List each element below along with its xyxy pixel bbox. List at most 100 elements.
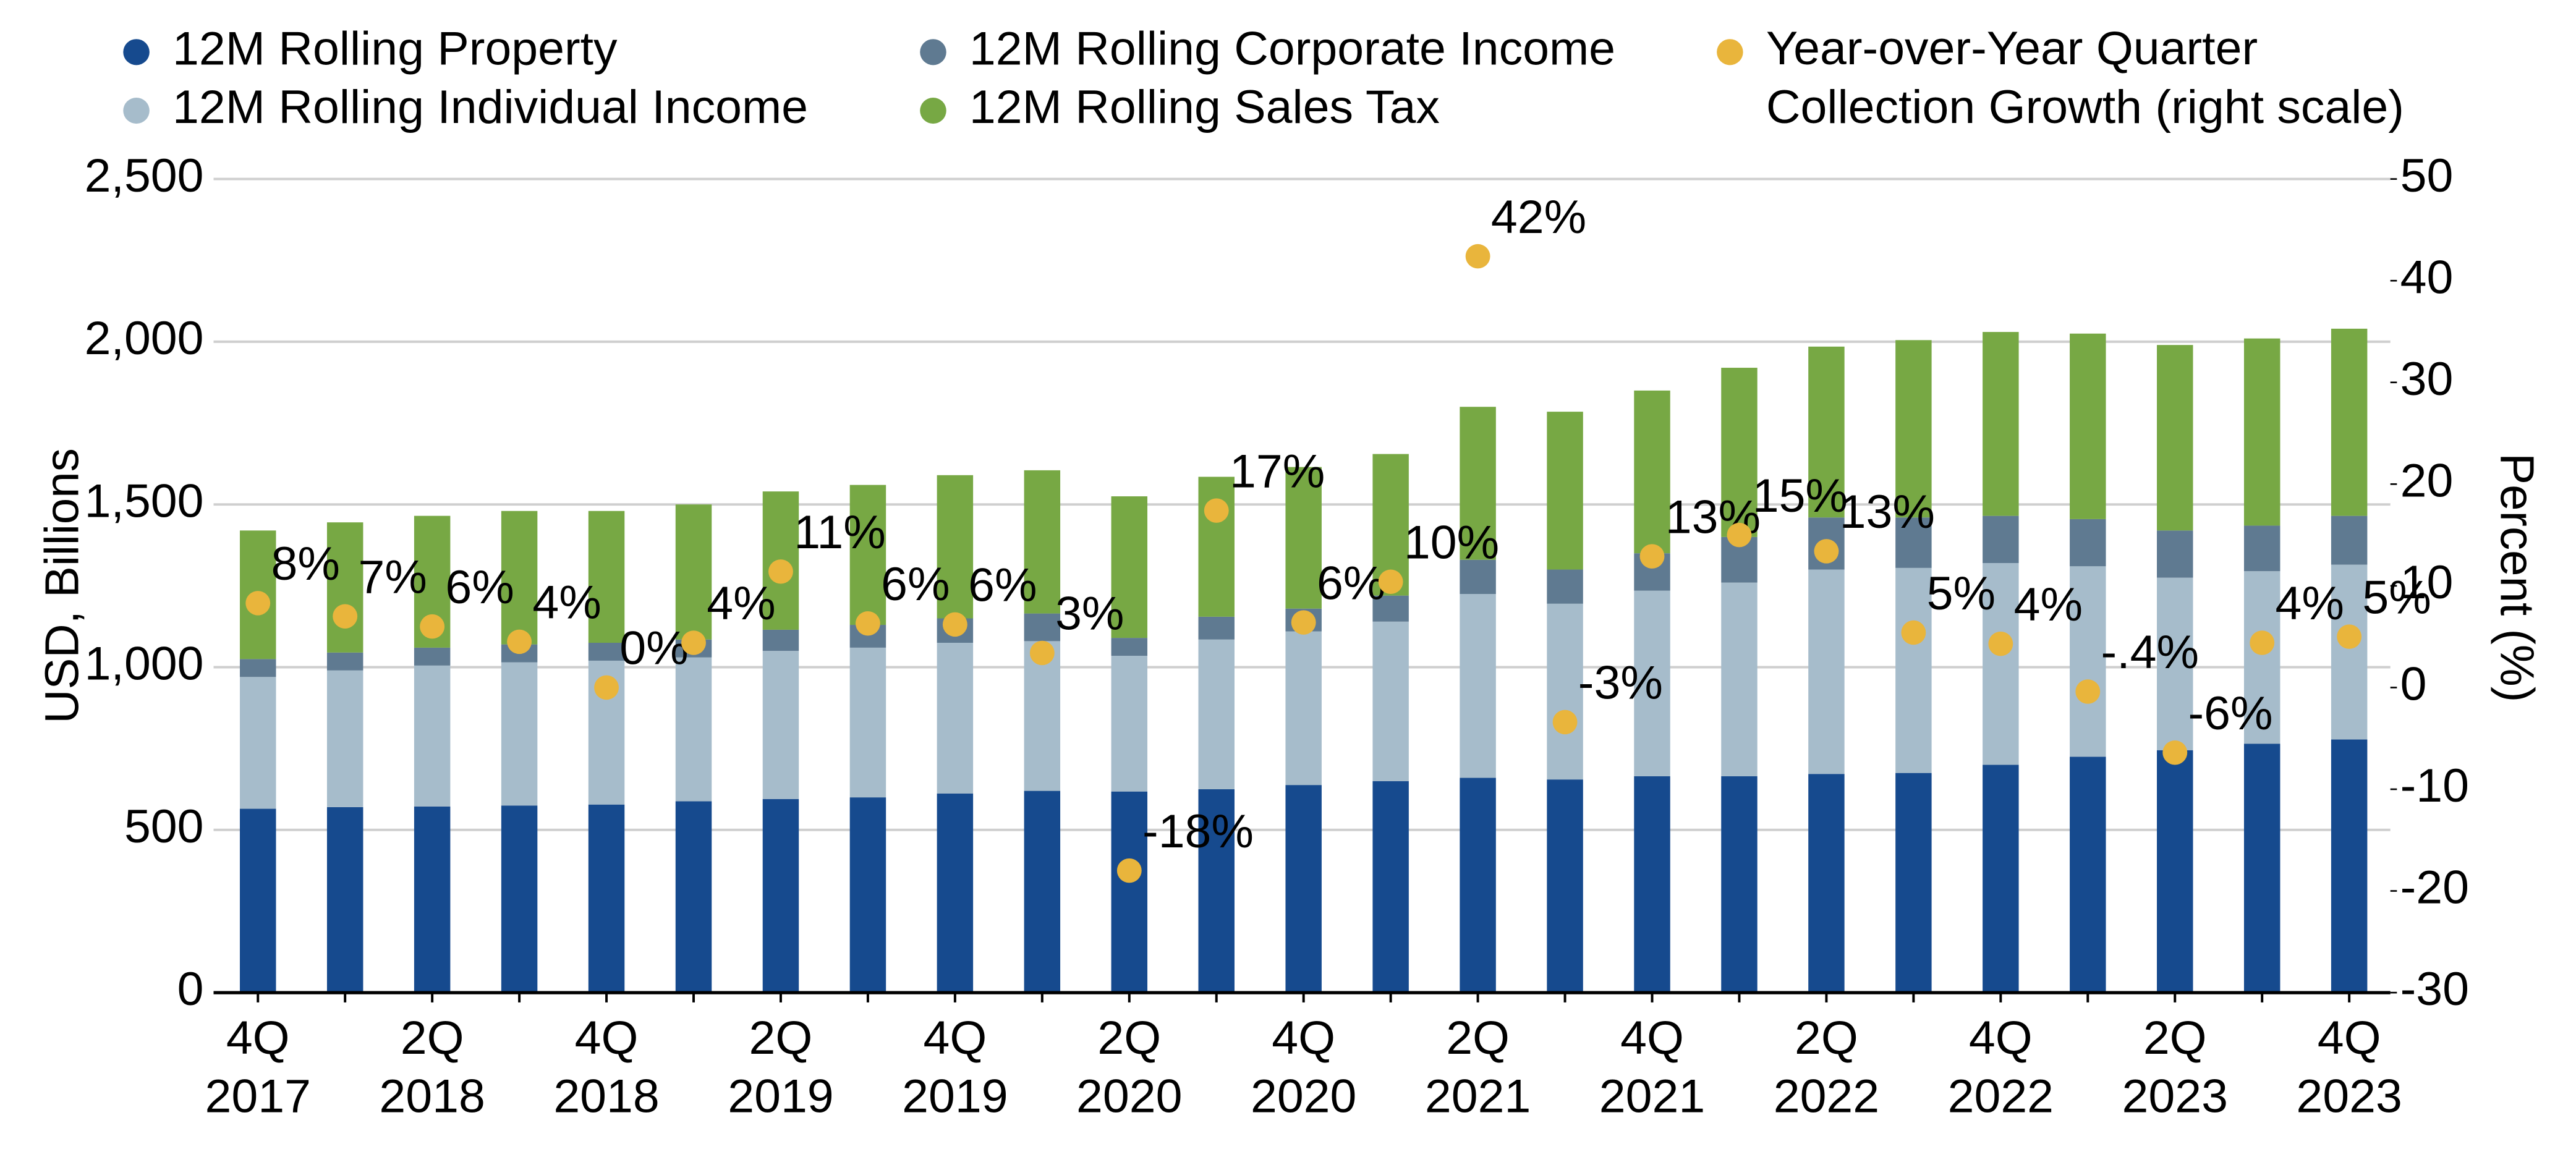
bar-segment (1808, 774, 1845, 993)
bar-segment (414, 665, 451, 807)
bar-segment (501, 662, 538, 806)
bar-segment (1024, 613, 1061, 642)
bar-segment (501, 511, 538, 645)
x-tick-label: 4Q 2021 (1599, 1012, 1705, 1123)
bar-segment (1634, 590, 1670, 776)
y-tick-label: 0 (177, 964, 204, 1016)
growth-dot (942, 612, 967, 637)
data-label: 4% (707, 578, 775, 630)
x-tick-label: 4Q 2019 (902, 1012, 1008, 1123)
y2-tick-label: 40 (2400, 252, 2454, 304)
bar-segment (762, 651, 799, 799)
bar-segment (1895, 340, 1932, 518)
bar-segment (2243, 338, 2281, 526)
growth-dot (245, 591, 271, 616)
data-label: -3% (1578, 657, 1663, 710)
data-label: 4% (2014, 578, 2083, 631)
bar-segment (588, 643, 625, 661)
bar-segment (588, 804, 625, 993)
bar-segment (2243, 744, 2281, 993)
growth-dot (420, 614, 445, 639)
bar-segment (762, 799, 799, 993)
bar-segment (1372, 621, 1409, 781)
data-label: 42% (1491, 191, 1586, 244)
bar-segment (1721, 776, 1758, 993)
legend-marker (1717, 39, 1743, 66)
data-label: 7% (358, 551, 427, 604)
y2-tick-label: 30 (2400, 353, 2454, 405)
y2-axis-label: Percent (%) (2491, 453, 2543, 702)
bar-segment (937, 643, 974, 794)
bar-segment (239, 659, 276, 677)
bar-segment (1895, 517, 1932, 568)
data-label: -6% (2188, 687, 2273, 740)
growth-dot (594, 675, 619, 700)
bar-segment (1547, 779, 1583, 993)
growth-dot (1552, 710, 1578, 735)
data-label: 6% (1317, 557, 1385, 610)
bar-segment (1547, 603, 1583, 780)
bar-segment (1198, 616, 1235, 640)
bar-segment (1460, 407, 1496, 560)
bar-segment (849, 797, 886, 993)
growth-dot (1814, 539, 1839, 564)
bar-segment (1808, 569, 1845, 774)
bar-segment (1111, 656, 1148, 792)
y-tick-label: 2,500 (85, 150, 204, 202)
bar-segment (239, 677, 276, 809)
bar-segment (2157, 750, 2193, 993)
data-label: -.4% (2101, 627, 2199, 679)
growth-dot (2250, 630, 2275, 655)
bar-segment (675, 504, 712, 640)
bar-segment (1285, 467, 1322, 609)
growth-dot (333, 604, 358, 629)
y2-tick-label: 50 (2400, 150, 2454, 202)
growth-dot (1029, 640, 1055, 666)
x-tick-label: 2Q 2018 (379, 1012, 485, 1123)
bar-segment (1547, 412, 1583, 570)
bar-segment (1372, 595, 1409, 622)
bar-segment (2243, 525, 2281, 572)
bar-segment (2331, 515, 2368, 565)
y2-tick-label: -10 (2400, 760, 2469, 812)
data-label: 3% (1055, 588, 1124, 640)
bar-segment (1460, 594, 1496, 778)
bar-segment (2070, 333, 2106, 519)
bar-segment (1198, 639, 1235, 789)
y2-tick-label: -20 (2400, 862, 2469, 914)
y2-tick-label: -30 (2400, 964, 2469, 1016)
x-tick-label: 4Q 2022 (1948, 1012, 2054, 1123)
growth-dot (2075, 679, 2101, 704)
bar-segment (2157, 577, 2193, 750)
y-axis-label: USD, Billions (36, 448, 88, 723)
bar-segment (239, 808, 276, 993)
growth-dot (1291, 610, 1316, 635)
y2-tick-label: 0 (2400, 658, 2427, 711)
bar-segment (1895, 567, 1932, 773)
legend-label: 12M Rolling Sales Tax (969, 82, 1440, 134)
data-label: 10% (1404, 517, 1499, 569)
bar-segment (2070, 519, 2106, 567)
x-tick-label: 4Q 2020 (1251, 1012, 1356, 1123)
bar-segment (1285, 631, 1322, 786)
x-tick-label: 2Q 2023 (2122, 1012, 2228, 1123)
legend-marker (123, 39, 150, 66)
bar-segment (1198, 789, 1235, 993)
bar-segment (1634, 776, 1670, 993)
y-tick-label: 1,500 (85, 475, 204, 528)
bar-segment (1198, 477, 1235, 617)
x-tick-label: 2Q 2021 (1425, 1012, 1531, 1123)
bar-segment (2331, 739, 2368, 993)
data-label: 4% (532, 577, 601, 629)
bar-segment (414, 806, 451, 993)
legend-label: 12M Rolling Property (172, 23, 618, 75)
bar-segment (1460, 778, 1496, 993)
growth-dot (681, 630, 706, 655)
data-label: 0% (619, 622, 688, 675)
y-tick-label: 500 (124, 800, 204, 853)
bar-segment (1983, 562, 2019, 765)
bar-segment (1547, 569, 1583, 604)
bar-segment (326, 670, 363, 807)
bar-segment (1983, 332, 2019, 516)
